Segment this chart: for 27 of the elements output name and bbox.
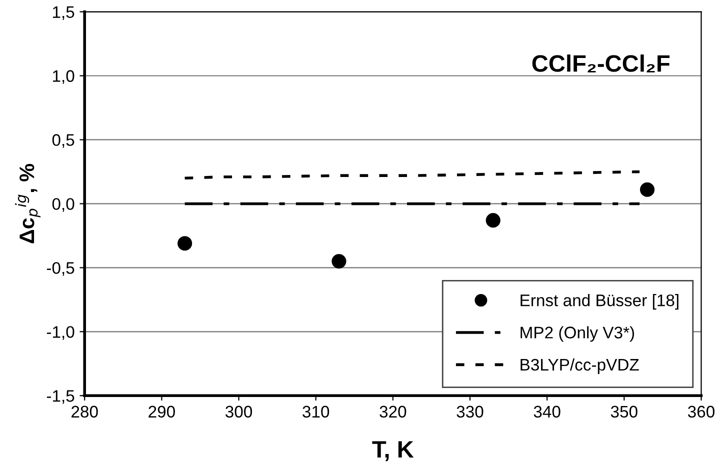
y-tick-label: -1,0 [46, 326, 74, 340]
text: CClF₂-CCl₂F [532, 54, 670, 72]
x-tick-label: 350 [610, 406, 638, 418]
x-tick-label: 310 [302, 406, 330, 418]
y-tick-label: 0,5 [52, 134, 74, 148]
x-tick-label: 320 [380, 406, 406, 418]
x-tick-label: 280 [72, 406, 98, 418]
y-tick-label: -0,5 [46, 262, 74, 276]
legend-label: MP2 (Only V3*) [520, 326, 634, 342]
point [640, 182, 655, 197]
x-tick-label: 300 [225, 406, 252, 418]
x-tick-label: 290 [148, 406, 175, 418]
y-tick-label: 0,0 [52, 198, 74, 212]
y-tick-label: 1,5 [52, 6, 74, 20]
x-tick-label: 340 [534, 406, 560, 418]
line-series [183, 170, 641, 180]
point [332, 254, 346, 269]
y-axis-title: Δc$_{p}$$^{ig}$, % [14, 164, 40, 244]
legend-label: B3LYP/cc-pVDZ [520, 358, 639, 374]
x-axis-title: T, K [372, 441, 414, 462]
x-tick-label: 360 [688, 406, 714, 418]
y-tick-label: -1,5 [46, 390, 74, 404]
legend-label: Ernst and Büsser [18] [520, 294, 678, 310]
y-tick-label: 1,0 [52, 70, 74, 84]
point [178, 236, 192, 251]
point [486, 213, 500, 228]
x-tick-label: 330 [456, 406, 484, 418]
